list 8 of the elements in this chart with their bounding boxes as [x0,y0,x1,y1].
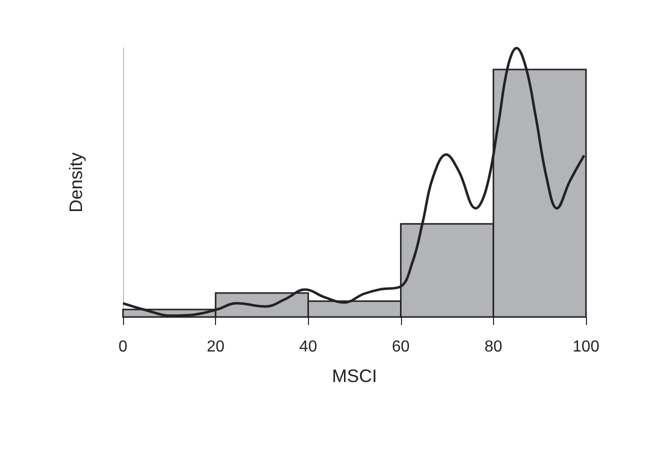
x-tick-label: 80 [484,338,502,356]
x-tick-label: 20 [206,338,225,356]
x-tick-label: 100 [572,338,600,356]
x-axis-title: MSCI [332,366,377,386]
x-tick-label: 60 [392,338,410,356]
y-axis-title: Density [66,152,86,213]
x-tick-label: 40 [299,338,318,356]
x-tick-label: 0 [118,338,128,356]
